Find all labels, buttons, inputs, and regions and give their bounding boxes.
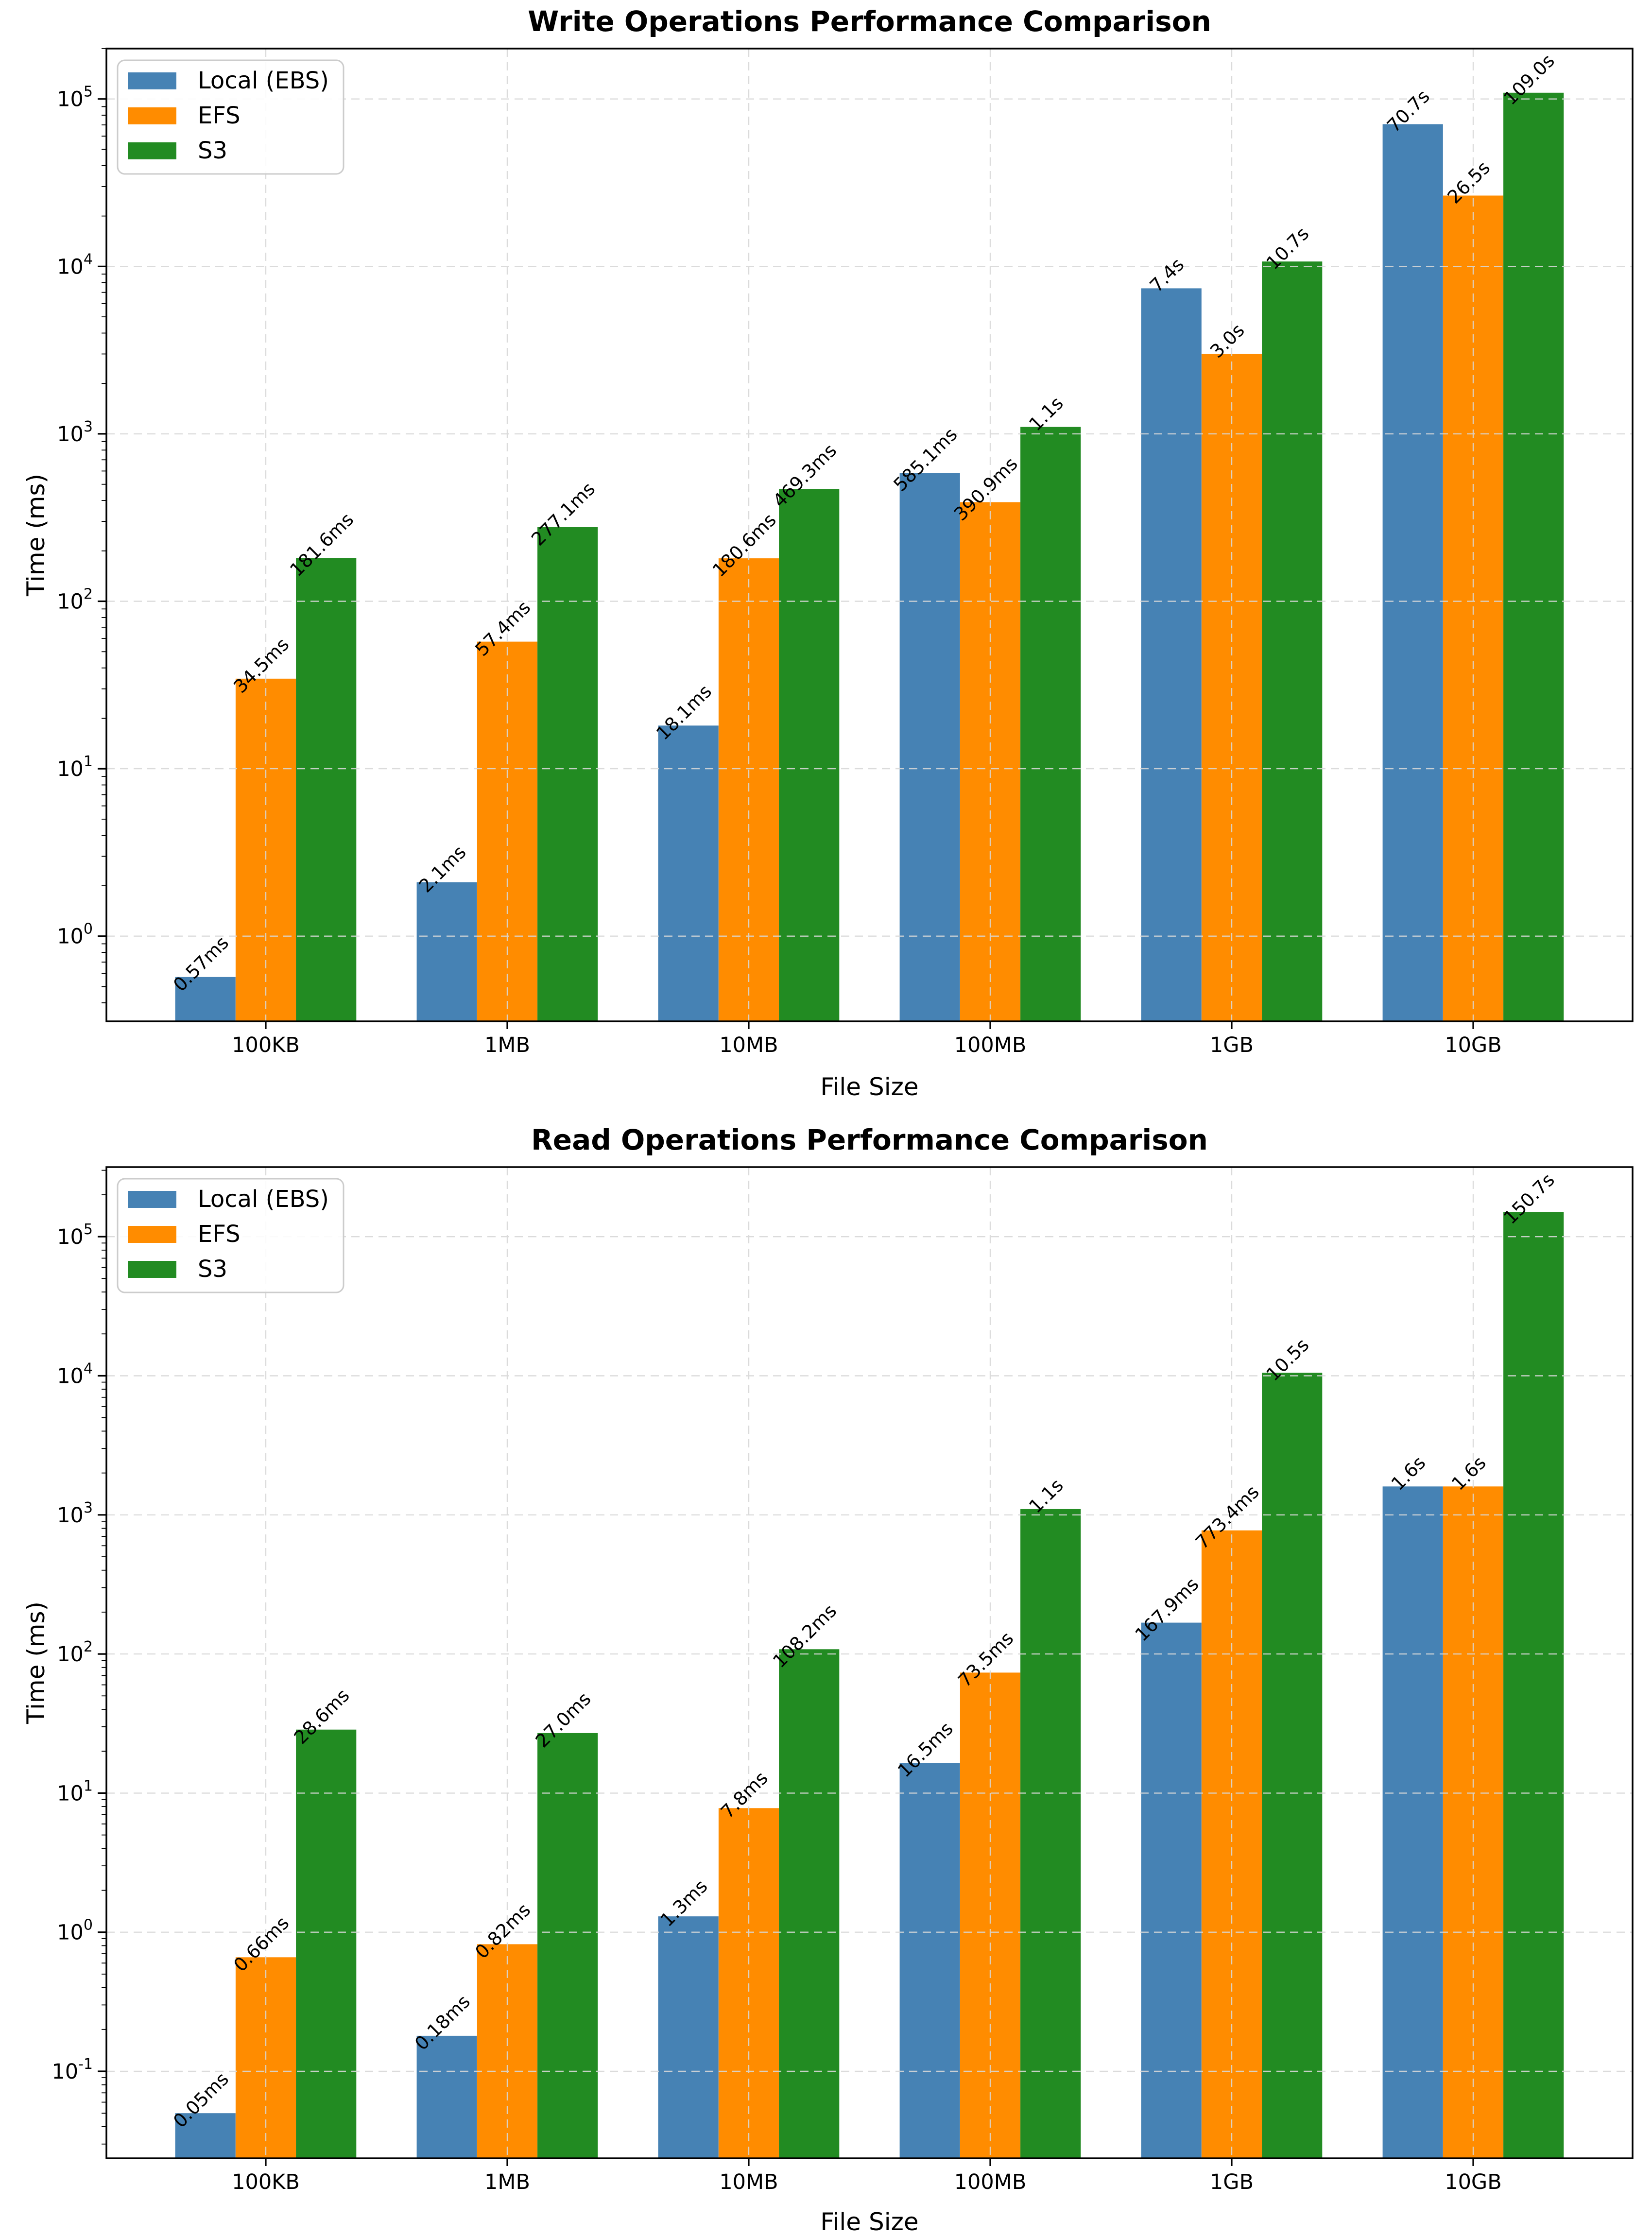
bar-local-ebs--1gb [1141,1622,1202,2158]
bar-s3-1mb [537,1733,598,2158]
y-tick-label: 103 [57,1499,93,1528]
bar-s3-1gb [1262,1373,1323,2158]
x-tick-label: 10MB [719,2170,778,2194]
y-tick-label: 105 [57,84,93,112]
bar-efs-1gb [1201,1530,1262,2158]
bar-local-ebs--100kb [175,977,236,1021]
bar-s3-10gb [1503,1212,1564,2158]
legend: Local (EBS) EFS S3 [117,1178,344,1293]
legend-label: S3 [198,137,227,164]
bar-s3-100mb [1020,427,1081,1022]
bar-s3-10mb [779,1649,840,2158]
legend-swatch [128,72,176,89]
legend-swatch [128,1191,176,1208]
read-operations-chart: 0.05ms 0.18ms 1.3ms 16.5ms 167.9ms 1.6s 0.66ms… [0,1118,1652,2237]
x-tick-label: 10MB [719,1033,778,1057]
bar-local-ebs--1mb [416,2035,477,2158]
x-tick-label: 1GB [1210,1033,1254,1057]
read-chart-plot: 0.05ms0.18ms1.3ms16.5ms167.9ms1.6s0.66ms… [52,1166,1634,2194]
legend-label: EFS [198,102,241,129]
bar-s3-100mb [1020,1509,1081,2158]
bars-layer [175,92,1564,1022]
y-tick-label: 103 [57,418,93,447]
bars-layer [175,1212,1564,2158]
legend-label: EFS [198,1221,241,1248]
tick-labels-layer: 10-1 100 101 102 103 104 105 100KB 1MB 10MB 100MB 1… [52,1221,1501,2194]
y-tick-label: 105 [57,1221,93,1249]
grid-layer [106,1167,1633,2158]
x-tick-label: 100KB [232,1033,300,1057]
x-tick-label: 1MB [484,2170,530,2194]
plot-spines [105,48,1634,1022]
annotations-layer: 0.57ms2.1ms18.1ms585.1ms7.4s70.7s34.5ms5… [169,50,1559,996]
x-tick-label: 100KB [232,2170,300,2194]
x-axis-label: File Size [820,1073,919,1101]
bar-s3-10mb [779,489,840,1021]
y-tick-label: 100 [57,921,93,949]
x-tick-label: 1GB [1210,2170,1254,2194]
bar-efs-10mb [718,1808,779,2158]
chart-title: Read Operations Performance Comparison [531,1123,1208,1156]
annotations-layer: 0.05ms0.18ms1.3ms16.5ms167.9ms1.6s0.66ms… [169,1169,1559,2132]
bar-s3-100kb [296,558,357,1021]
bar-s3-1mb [537,527,598,1021]
x-tick-label: 10GB [1445,2170,1502,2194]
bar-local-ebs--10mb [658,1916,719,2158]
tick-labels-layer: 100 101 102 103 104 105 100KB 1MB 10MB 100MB 1GB 10… [57,84,1502,1057]
bar-local-ebs--1gb [1141,288,1202,1021]
legend-swatch [128,1226,176,1243]
grid-layer [106,49,1633,1021]
legend-label: S3 [198,1256,227,1283]
bar-local-ebs--10mb [658,725,719,1021]
bar-local-ebs--100mb [899,1763,960,2158]
bar-s3-10gb [1503,92,1564,1021]
x-tick-label: 1MB [484,1033,530,1057]
y-tick-label: 10-1 [52,2056,93,2084]
bar-local-ebs--100kb [175,2113,236,2158]
bar-local-ebs--100mb [899,473,960,1021]
legend-swatch [128,142,176,159]
legend: Local (EBS) EFS S3 [117,59,344,175]
bar-local-ebs--1mb [416,882,477,1021]
ticks-layer [98,1170,1474,2166]
bar-local-ebs--10gb [1382,124,1443,1022]
y-tick-label: 102 [57,1638,93,1667]
write-chart-plot: 0.57ms2.1ms18.1ms585.1ms7.4s70.7s34.5ms5… [57,48,1634,1057]
ticks-layer [98,48,1474,1029]
legend-label: Local (EBS) [198,1186,329,1213]
x-tick-label: 100MB [954,1033,1027,1057]
x-tick-label: 100MB [954,2170,1027,2194]
y-tick-label: 101 [57,1777,93,1806]
y-tick-label: 101 [57,753,93,781]
plot-spines [105,1166,1634,2159]
bar-s3-100kb [296,1729,357,2158]
write-operations-chart: 0.57ms 2.1ms 18.1ms 585.1ms 7.4s 70.7s 34.5ms 5… [0,0,1652,1118]
legend-swatch [128,1261,176,1278]
y-tick-label: 102 [57,586,93,614]
bar-s3-1gb [1262,261,1323,1022]
bar-local-ebs--10gb [1382,1486,1443,2158]
x-axis-label: File Size [820,2208,919,2236]
y-tick-label: 104 [57,251,93,279]
y-axis-label: Time (ms) [22,1601,50,1724]
y-tick-label: 100 [57,1917,93,1945]
x-tick-label: 10GB [1445,1033,1502,1057]
legend-label: Local (EBS) [198,67,329,94]
legend-swatch [128,107,176,124]
y-axis-label: Time (ms) [22,473,50,597]
chart-title: Write Operations Performance Comparison [528,5,1211,38]
y-tick-label: 104 [57,1360,93,1389]
